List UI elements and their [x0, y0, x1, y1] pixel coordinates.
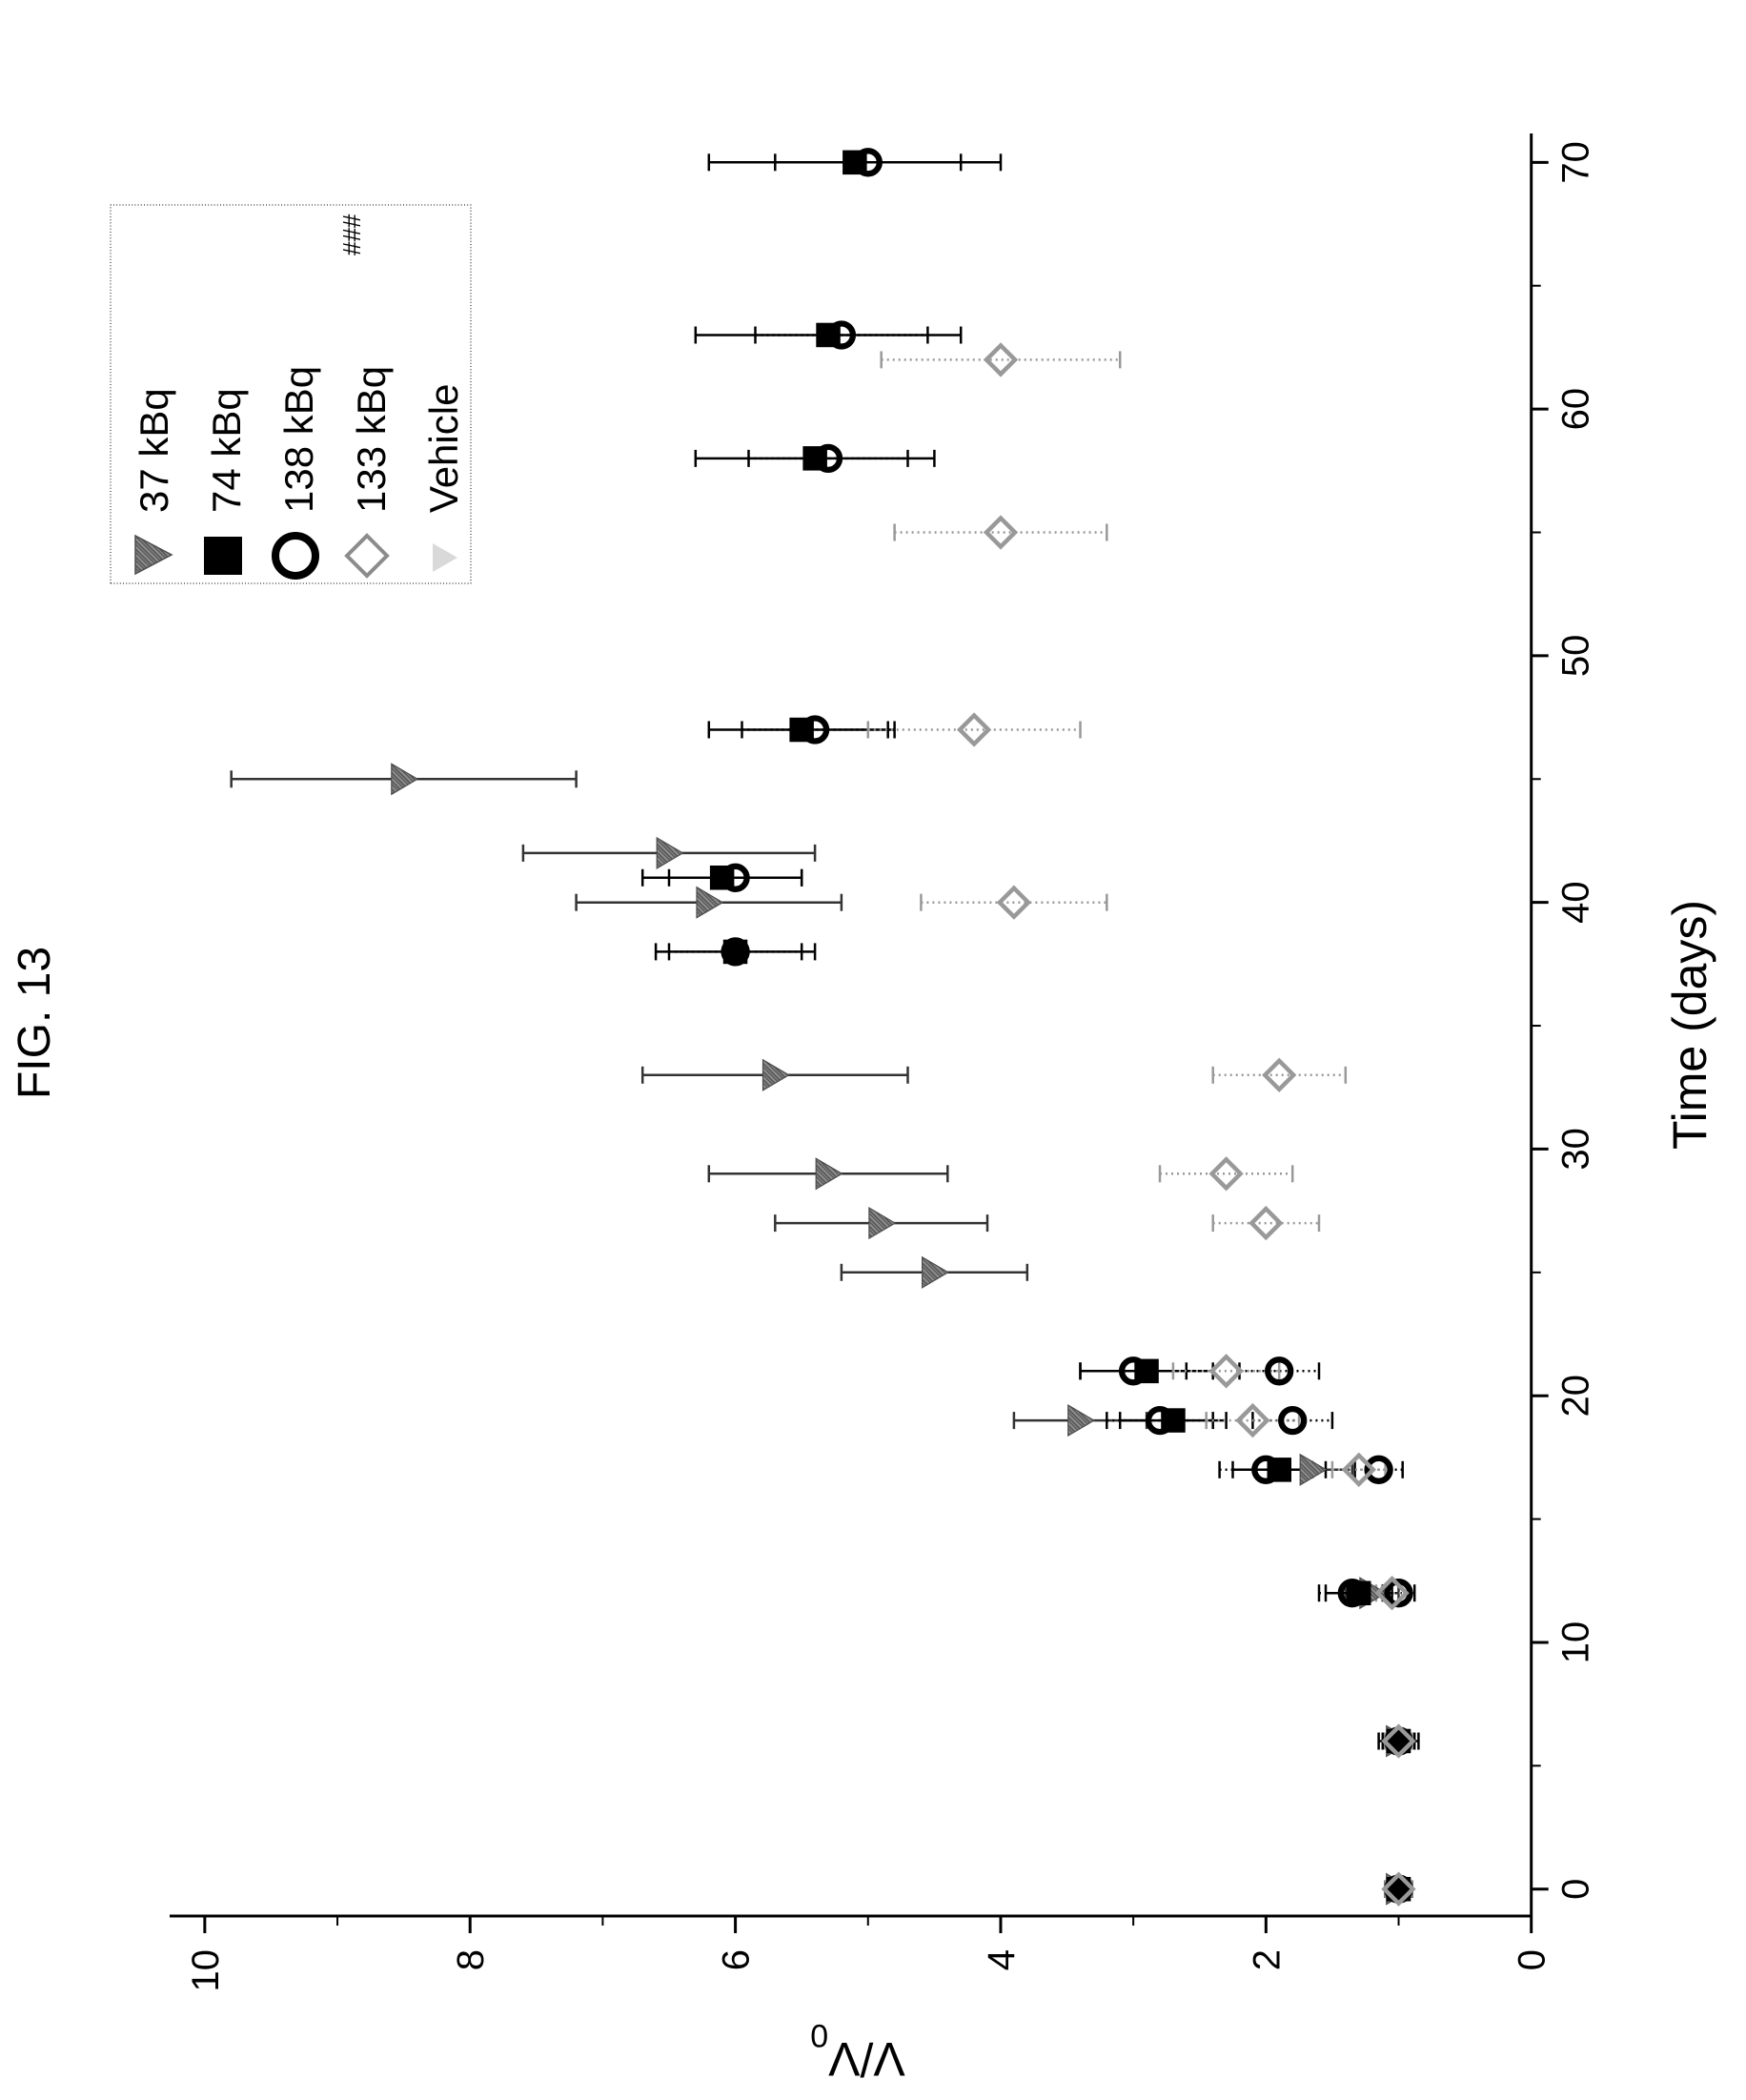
svg-text:50: 50	[1555, 635, 1597, 678]
svg-text:Time (days): Time (days)	[1663, 900, 1716, 1150]
svg-text:20: 20	[1555, 1375, 1597, 1417]
svg-text:10: 10	[185, 1949, 227, 1992]
svg-text:70: 70	[1555, 141, 1597, 184]
svg-text:60: 60	[1555, 388, 1597, 431]
svg-text:40: 40	[1555, 881, 1597, 924]
svg-text:133 kBq: 133 kBq	[349, 366, 394, 513]
svg-text:2: 2	[1246, 1949, 1288, 1970]
svg-text:74 kBq: 74 kBq	[204, 388, 249, 513]
svg-text:6: 6	[716, 1949, 758, 1970]
svg-text:8: 8	[450, 1949, 492, 1970]
svg-text:4: 4	[981, 1949, 1023, 1970]
svg-text:138 kBq: 138 kBq	[276, 366, 321, 513]
svg-text:###: ###	[337, 214, 366, 255]
svg-text:10: 10	[1555, 1621, 1597, 1664]
svg-text:0: 0	[1512, 1949, 1553, 1970]
svg-text:30: 30	[1555, 1128, 1597, 1171]
svg-text:37 kBq: 37 kBq	[132, 388, 176, 513]
svg-text:0: 0	[1555, 1879, 1597, 1900]
svg-text:Vehicle: Vehicle	[421, 384, 466, 513]
svg-text:FIG. 13: FIG. 13	[10, 947, 60, 1099]
